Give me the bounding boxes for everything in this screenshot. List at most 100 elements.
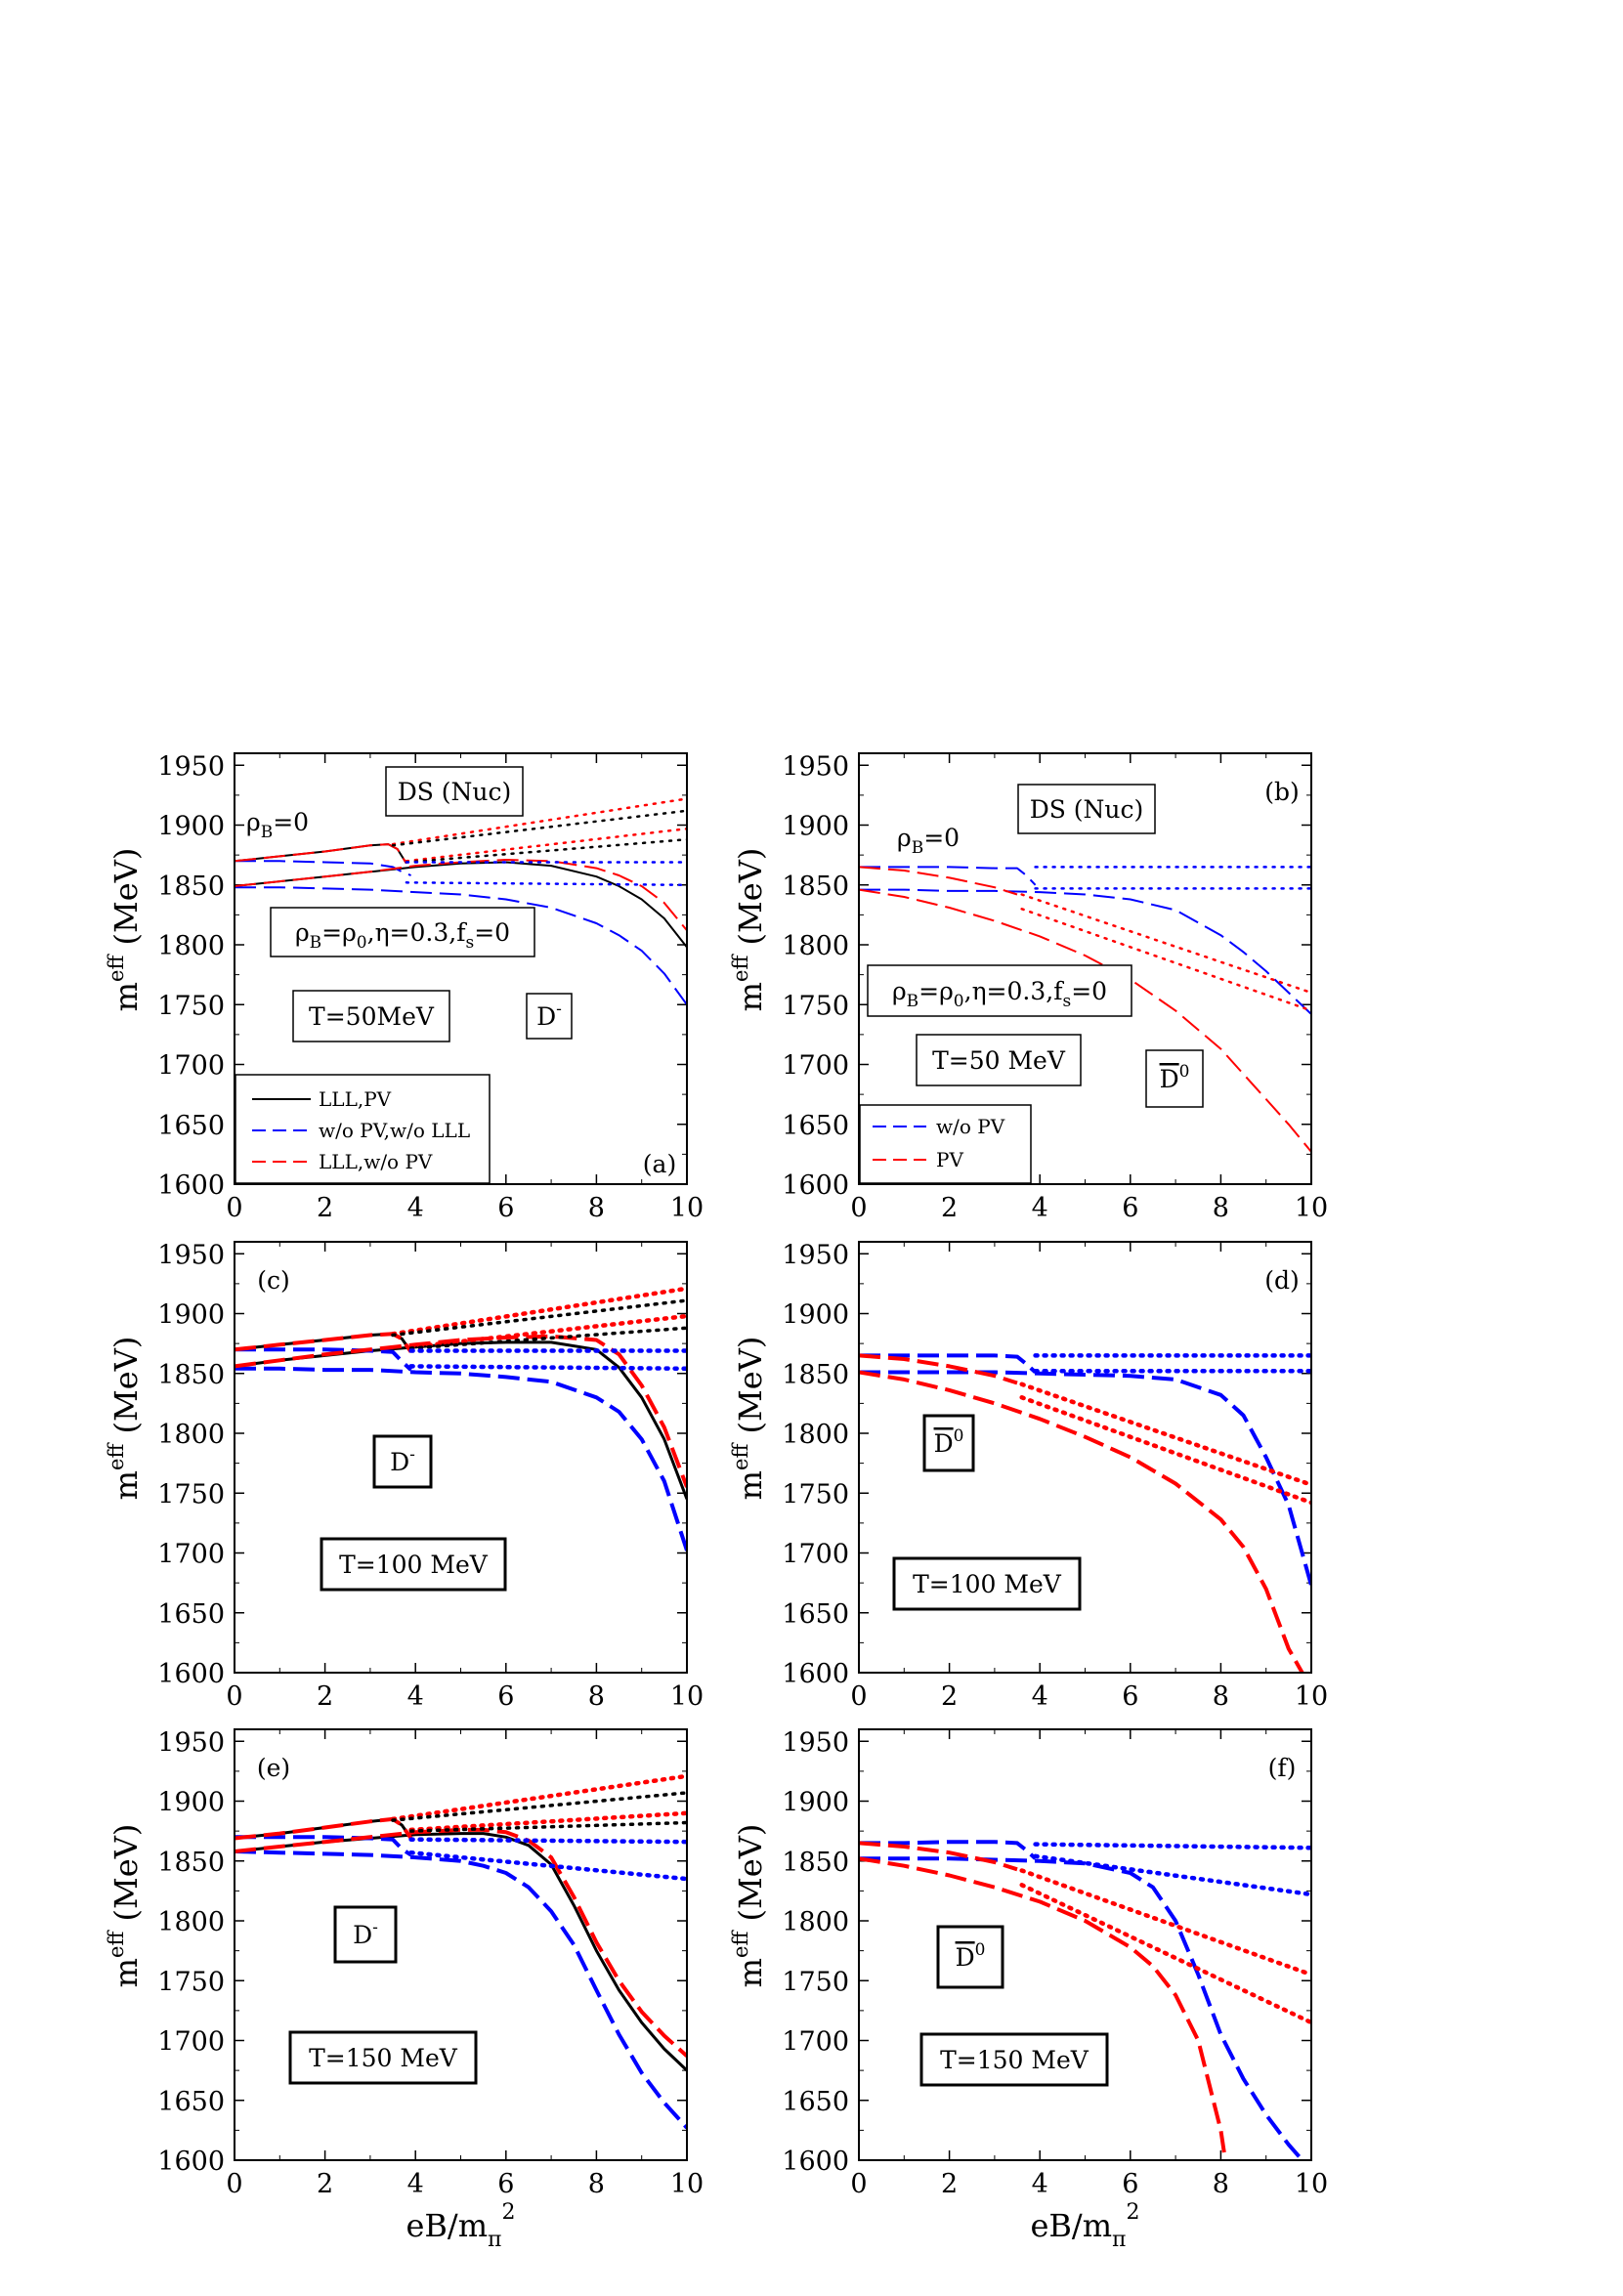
y-tick-label: 1850 bbox=[782, 1848, 849, 1878]
y-tick-label: 1650 bbox=[782, 2087, 849, 2117]
panel-label: (b) bbox=[1264, 778, 1300, 806]
y-tick-label: 1800 bbox=[157, 1907, 225, 1937]
density-label: ρB=ρ0,η=0.3,fs=0 bbox=[892, 977, 1107, 1011]
red-dotted-curve bbox=[1019, 1395, 1311, 1506]
y-tick-label: 1850 bbox=[782, 1360, 849, 1390]
x-tick-label: 10 bbox=[1295, 2169, 1328, 2199]
x-tick-label: 8 bbox=[588, 1681, 605, 1712]
x-tick-label: 2 bbox=[317, 2169, 333, 2199]
plot-frame bbox=[858, 752, 1312, 1185]
red-dotted-curve bbox=[1019, 1382, 1311, 1487]
temperature-label-box bbox=[892, 1556, 1082, 1611]
x-tick-label: 2 bbox=[941, 1681, 958, 1712]
x-tick-label: 8 bbox=[1213, 1681, 1229, 1712]
y-axis-label: meff (MeV) bbox=[105, 1824, 145, 1988]
x-tick-label: 8 bbox=[588, 1193, 605, 1223]
panel-f: 0 2 4 6 8 10 1600 1650 1700 1750 1800 1850 1900 1950 m… bbox=[729, 1727, 1328, 2252]
meson-label-box bbox=[1145, 1049, 1204, 1108]
y-tick-label: 1750 bbox=[782, 1479, 849, 1509]
black-solid-curve bbox=[235, 843, 407, 865]
red-dashed-curve bbox=[859, 1370, 1304, 1673]
title-box-label-box bbox=[385, 766, 524, 817]
x-tick-label: 6 bbox=[1122, 2169, 1138, 2199]
meson-label-box bbox=[526, 993, 573, 1040]
y-axis-label: meff (MeV) bbox=[105, 848, 145, 1012]
blue-dashed-curve bbox=[859, 1353, 1037, 1374]
blue-dashed-curve bbox=[859, 866, 1037, 886]
temperature-label: T=50 MeV bbox=[932, 1046, 1066, 1075]
blue-dotted-curve bbox=[1033, 1842, 1311, 1850]
x-tick-label: 4 bbox=[1032, 1193, 1048, 1223]
panel-label: (d) bbox=[1264, 1266, 1300, 1295]
legend-entry: LLL,PV bbox=[319, 1087, 392, 1111]
meson-label-box bbox=[372, 1434, 433, 1489]
title-box-label-box bbox=[1017, 784, 1156, 834]
y-tick-label: 1650 bbox=[782, 1111, 849, 1141]
legend-box bbox=[235, 1074, 491, 1184]
panel-label: (c) bbox=[257, 1266, 290, 1295]
x-tick-label: 10 bbox=[1295, 1681, 1328, 1712]
temperature-label: T=100 MeV bbox=[913, 1570, 1062, 1598]
y-tick-label: 1600 bbox=[782, 1170, 849, 1201]
red-dotted-curve bbox=[1020, 908, 1311, 1012]
x-tick-label: 6 bbox=[497, 2169, 514, 2199]
red-dashed-curve bbox=[235, 843, 407, 865]
curves bbox=[859, 866, 1311, 1153]
blue-dashed-curve bbox=[859, 1840, 1037, 1860]
legend-entry: w/o PV,w/o LLL bbox=[319, 1119, 470, 1142]
curves bbox=[859, 1840, 1311, 2160]
x-tick-label: 10 bbox=[670, 1681, 704, 1712]
x-tick-label: 2 bbox=[317, 1193, 333, 1223]
y-tick-label: 1650 bbox=[157, 1599, 225, 1630]
x-tick-label: 6 bbox=[497, 1193, 514, 1223]
y-tick-label: 1750 bbox=[782, 1967, 849, 1997]
blue-dotted-curve bbox=[405, 881, 687, 887]
x-tick-label: 2 bbox=[317, 1681, 333, 1712]
legend-entry: PV bbox=[936, 1148, 963, 1171]
temperature-label: T=150 MeV bbox=[309, 2044, 458, 2072]
y-tick-label: 1750 bbox=[157, 1479, 225, 1509]
meson-label-box bbox=[333, 1905, 398, 1964]
density-label-box bbox=[270, 907, 535, 957]
meson-label: D- bbox=[353, 1918, 378, 1949]
y-tick-label: 1900 bbox=[157, 1788, 225, 1818]
y-tick-label: 1950 bbox=[782, 1727, 849, 1758]
red-dotted-curve bbox=[408, 1810, 687, 1833]
y-tick-label: 1850 bbox=[157, 1360, 225, 1390]
blue-dashed-curve bbox=[859, 888, 1311, 1015]
x-tick-label: 8 bbox=[588, 2169, 605, 2199]
meson-label: D0 bbox=[1160, 1062, 1190, 1093]
x-tick-label: 10 bbox=[670, 1193, 704, 1223]
y-tick-label: 1900 bbox=[782, 1300, 849, 1331]
plot-frame bbox=[858, 1241, 1312, 1674]
x-tick-label: 0 bbox=[850, 1193, 867, 1223]
x-tick-label: 2 bbox=[941, 2169, 958, 2199]
panel-c: 0 2 4 6 8 10 1600 1650 1700 1750 1800 1850 1900 1950 m… bbox=[105, 1240, 704, 1712]
y-axis-label: meff (MeV) bbox=[729, 848, 769, 1012]
red-dotted-curve bbox=[1019, 1883, 1311, 2025]
meson-label: D- bbox=[390, 1445, 415, 1476]
x-axis-label: eB/mπ2 bbox=[1030, 2200, 1139, 2252]
x-tick-label: 4 bbox=[407, 1681, 424, 1712]
title-box-label: DS (Nuc) bbox=[398, 778, 512, 806]
panel-label: (a) bbox=[643, 1150, 676, 1178]
black-dotted-curve bbox=[391, 809, 687, 847]
x-tick-label: 4 bbox=[407, 1193, 424, 1223]
y-tick-label: 1900 bbox=[782, 812, 849, 842]
temperature-label: T=100 MeV bbox=[339, 1551, 489, 1579]
plot-frame bbox=[234, 1241, 688, 1674]
black-dotted-curve bbox=[408, 1326, 687, 1350]
red-dashed-curve bbox=[859, 1841, 1018, 1872]
y-tick-label: 1950 bbox=[782, 751, 849, 782]
y-axis-label: meff (MeV) bbox=[729, 1337, 769, 1501]
x-tick-label: 0 bbox=[226, 1193, 242, 1223]
y-tick-label: 1600 bbox=[157, 1659, 225, 1689]
x-tick-label: 8 bbox=[1213, 1193, 1229, 1223]
legend: w/o PV PV bbox=[859, 1104, 1032, 1184]
red-dashed-curve bbox=[235, 1827, 687, 2058]
y-tick-label: 1650 bbox=[157, 2087, 225, 2117]
y-tick-label: 1700 bbox=[782, 1051, 849, 1082]
red-dotted-curve bbox=[390, 1286, 687, 1337]
red-dotted-curve bbox=[1020, 893, 1311, 995]
x-tick-label: 2 bbox=[941, 1193, 958, 1223]
